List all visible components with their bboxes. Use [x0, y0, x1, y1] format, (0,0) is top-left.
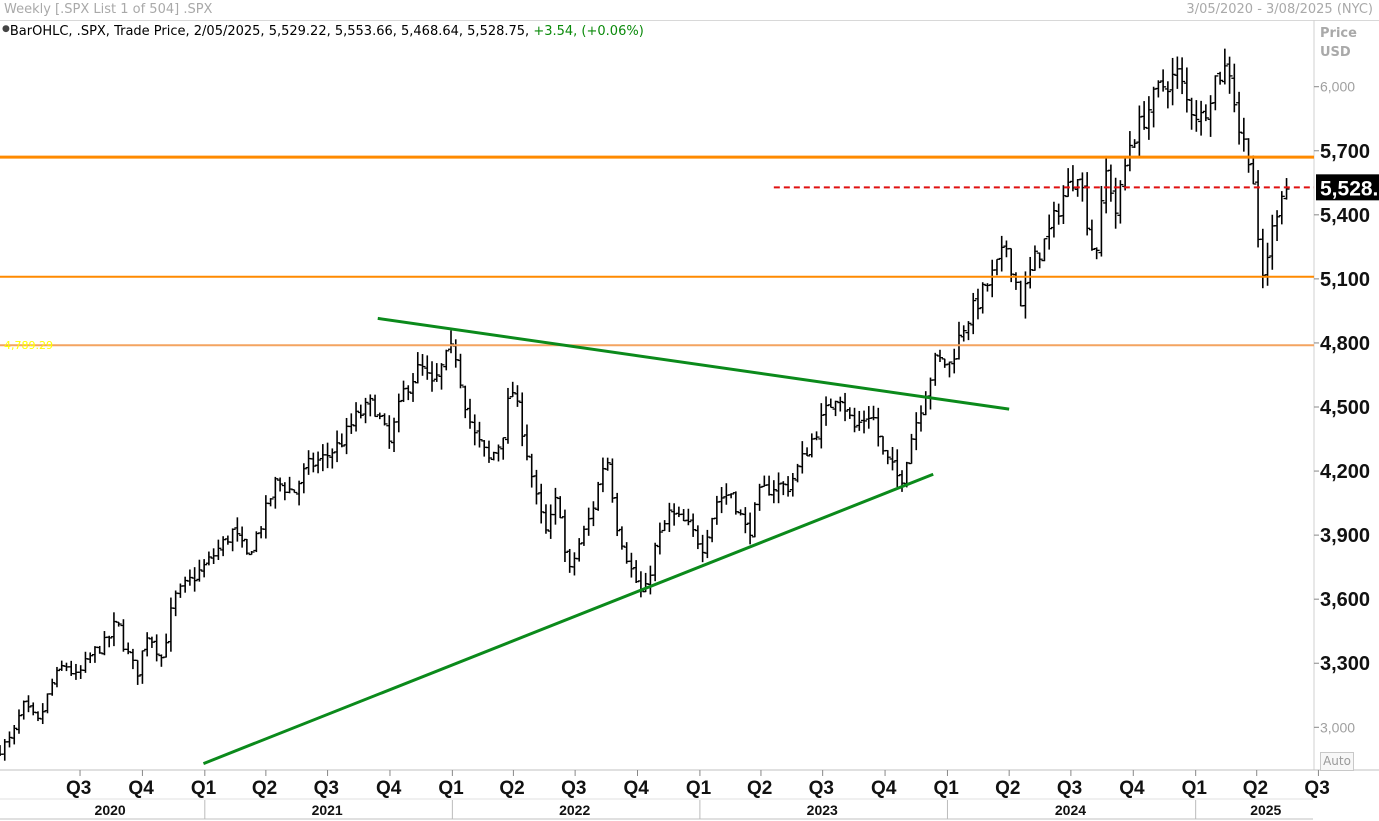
x-tick-label: Q2 — [252, 778, 277, 799]
x-tick-label: Q3 — [66, 778, 91, 799]
x-tick-label: Q1 — [933, 778, 959, 799]
x-tick-label: Q3 — [809, 778, 834, 799]
x-tick-label: Q1 — [438, 778, 464, 799]
chart-title: Weekly [.SPX List 1 of 504] .SPX — [4, 2, 213, 17]
x-tick-label: Q1 — [191, 778, 217, 799]
y-tick-label: 5,400 — [1320, 205, 1370, 227]
y-axis-header: Price USD — [1320, 24, 1357, 62]
date-range: 3/05/2020 - 3/08/2025 (NYC) — [1186, 2, 1373, 17]
x-tick-label: Q3 — [314, 778, 339, 799]
chart-frame — [0, 20, 1379, 820]
y-tick-label: 3,600 — [1320, 589, 1370, 611]
x-tick-label: Q2 — [1243, 778, 1268, 799]
y-tick-label: 4,500 — [1320, 397, 1370, 419]
y-tick-label: 5,100 — [1320, 269, 1370, 291]
x-tick-label: Q2 — [747, 778, 772, 799]
legend-change: +3.54, (+0.06%) — [533, 24, 644, 39]
x-tick-label: Q2 — [995, 778, 1020, 799]
x-axis: Q3 Q4 Q1 Q2 Q3 Q4 Q1 Q2 Q3 Q4 Q1 Q2 Q3 Q4 Q1 Q2 Q3 Q4 Q1 Q2… — [66, 770, 1330, 819]
annotations: 4,789.29 5,528. — [0, 155, 1379, 765]
title-bar: Weekly [.SPX List 1 of 504] .SPX 3/05/20… — [0, 0, 1379, 21]
legend-text: BarOHLC, .SPX, Trade Price, 2/05/2025, 5… — [9, 24, 530, 39]
auto-scale-button[interactable]: Auto — [1320, 752, 1354, 771]
year-label: 2025 — [1250, 802, 1281, 818]
year-label: 2022 — [559, 802, 590, 818]
ohlc-bars — [0, 48, 1290, 761]
year-label: 2023 — [807, 802, 838, 818]
year-label: 2020 — [95, 802, 126, 818]
x-tick-label: Q3 — [561, 778, 586, 799]
y-tick-label: 6,000 — [1320, 79, 1355, 95]
y-tick-label: 4,800 — [1320, 333, 1370, 355]
trendline — [202, 472, 934, 765]
chart-legend: ●BarOHLC, .SPX, Trade Price, 2/05/2025, … — [2, 24, 644, 39]
y-tick-label: 3,300 — [1320, 653, 1370, 675]
y-axis: 3,000 3,300 3,600 3,900 4,200 4,500 4,800 5,100… — [1314, 79, 1370, 735]
year-label: 2024 — [1055, 802, 1086, 818]
y-axis-header-currency: USD — [1320, 45, 1351, 60]
current-price-box — [1316, 174, 1379, 201]
y-tick-label: 5,700 — [1320, 141, 1370, 163]
trendline — [377, 316, 1010, 411]
x-tick-label: Q3 — [1057, 778, 1082, 799]
x-tick-label: Q4 — [128, 778, 154, 799]
x-tick-label: Q2 — [499, 778, 524, 799]
x-tick-label: Q4 — [1119, 778, 1145, 799]
x-tick-label: Q1 — [686, 778, 712, 799]
y-tick-label: 3,000 — [1320, 719, 1355, 735]
x-tick-label: Q4 — [376, 778, 402, 799]
year-label: 2021 — [312, 802, 343, 818]
x-tick-label: Q3 — [1304, 778, 1329, 799]
level-label: 4,789.29 — [4, 339, 53, 352]
y-tick-label: 4,200 — [1320, 461, 1370, 483]
series-marker-icon[interactable]: ● — [2, 24, 10, 34]
x-tick-label: Q4 — [624, 778, 650, 799]
y-tick-label: 3,900 — [1320, 525, 1370, 547]
x-tick-label: Q1 — [1182, 778, 1208, 799]
x-tick-label: Q4 — [871, 778, 897, 799]
y-axis-header-price: Price — [1320, 26, 1357, 41]
current-price-label: 5,528. — [1320, 177, 1378, 200]
